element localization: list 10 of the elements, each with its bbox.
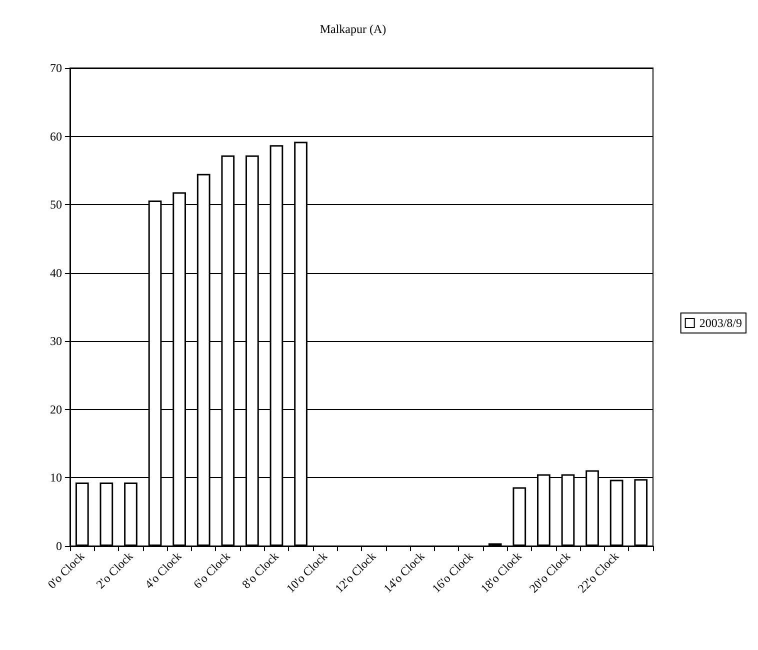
chart-title: Malkapur (A) (320, 22, 386, 36)
legend-label: 2003/8/9 (699, 316, 742, 330)
y-tick-label: 70 (50, 61, 62, 75)
y-tick-label: 10 (50, 470, 62, 485)
y-tick-label: 30 (50, 334, 62, 348)
y-tick-label: 0 (56, 539, 62, 553)
y-tick-label: 50 (50, 198, 62, 212)
y-tick-label: 40 (50, 266, 62, 280)
y-tick-label: 60 (50, 129, 62, 144)
y-tick-label: 20 (50, 402, 62, 416)
